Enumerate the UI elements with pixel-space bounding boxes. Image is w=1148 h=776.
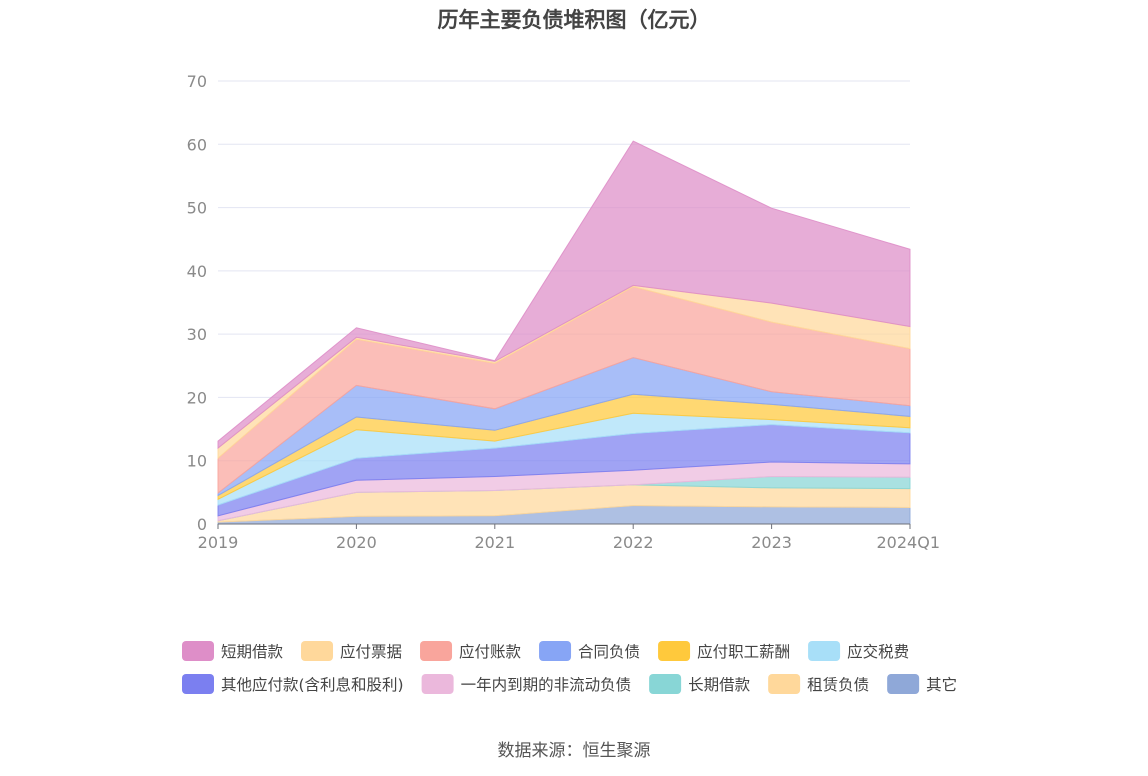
y-tick-label: 10 bbox=[187, 452, 207, 471]
x-tick-label: 2022 bbox=[613, 533, 654, 552]
legend-swatch bbox=[421, 674, 454, 694]
area-series bbox=[217, 140, 911, 525]
legend-swatch bbox=[420, 641, 453, 661]
legend-item[interactable]: 短期借款 bbox=[182, 641, 284, 661]
legend-swatch bbox=[649, 674, 682, 694]
legend-swatch bbox=[539, 641, 572, 661]
y-tick-label: 40 bbox=[187, 262, 207, 281]
x-axis bbox=[217, 523, 911, 529]
legend-swatch bbox=[182, 641, 214, 661]
legend-swatch bbox=[808, 641, 841, 661]
legend-item[interactable]: 应付账款 bbox=[420, 641, 522, 661]
x-axis-tick-labels: 2019 2020 2021 2022 2023 2024Q1 bbox=[198, 533, 940, 552]
legend-label: 一年内到期的非流动负债 bbox=[461, 676, 632, 694]
y-tick-label: 0 bbox=[197, 515, 207, 534]
legend-label: 合同负债 bbox=[578, 643, 640, 661]
y-tick-label: 60 bbox=[187, 135, 207, 154]
legend-item[interactable]: 应交税费 bbox=[808, 641, 909, 661]
area-短期借款[interactable] bbox=[217, 140, 911, 450]
legend-label: 应付账款 bbox=[459, 642, 522, 661]
legend-swatch bbox=[887, 674, 920, 694]
legend-swatch bbox=[301, 641, 334, 661]
x-tick-label: 2023 bbox=[751, 533, 792, 552]
x-tick-label: 2020 bbox=[336, 533, 377, 552]
legend-label: 其它 bbox=[926, 676, 957, 694]
legend-item[interactable]: 其它 bbox=[887, 674, 957, 694]
legend-swatch bbox=[658, 641, 691, 661]
legend-label: 其他应付款(含利息和股利) bbox=[221, 675, 404, 694]
x-tick-label: 2024Q1 bbox=[877, 533, 941, 552]
x-tick-label: 2019 bbox=[198, 533, 239, 552]
legend-item[interactable]: 其他应付款(含利息和股利) bbox=[182, 674, 404, 694]
legend-label: 长期借款 bbox=[688, 676, 751, 694]
x-tick-label: 2021 bbox=[474, 533, 515, 552]
legend-swatch bbox=[182, 674, 214, 694]
legend-label: 应付职工薪酬 bbox=[697, 642, 790, 661]
y-axis-tick-labels: 0 10 20 30 40 50 60 70 bbox=[187, 72, 207, 534]
legend-item[interactable]: 一年内到期的非流动负债 bbox=[421, 674, 632, 694]
legend-item[interactable]: 租赁负债 bbox=[768, 674, 869, 694]
chart-title: 历年主要负债堆积图（亿元） bbox=[437, 8, 711, 32]
legend-item[interactable]: 应付职工薪酬 bbox=[658, 641, 790, 661]
y-tick-label: 30 bbox=[187, 325, 207, 344]
y-tick-label: 70 bbox=[187, 72, 207, 91]
legend-label: 短期借款 bbox=[221, 643, 284, 661]
legend-label: 租赁负债 bbox=[807, 676, 869, 694]
y-tick-label: 50 bbox=[187, 199, 207, 218]
legend-item[interactable]: 应付票据 bbox=[301, 641, 402, 661]
source-note: 数据来源：恒生聚源 bbox=[497, 741, 651, 761]
legend-label: 应交税费 bbox=[847, 642, 909, 661]
legend-item[interactable]: 合同负债 bbox=[539, 641, 640, 661]
legend-item[interactable]: 长期借款 bbox=[649, 674, 751, 694]
legend-label: 应付票据 bbox=[340, 642, 402, 661]
y-tick-label: 20 bbox=[187, 388, 207, 407]
legend-swatch bbox=[768, 674, 801, 694]
